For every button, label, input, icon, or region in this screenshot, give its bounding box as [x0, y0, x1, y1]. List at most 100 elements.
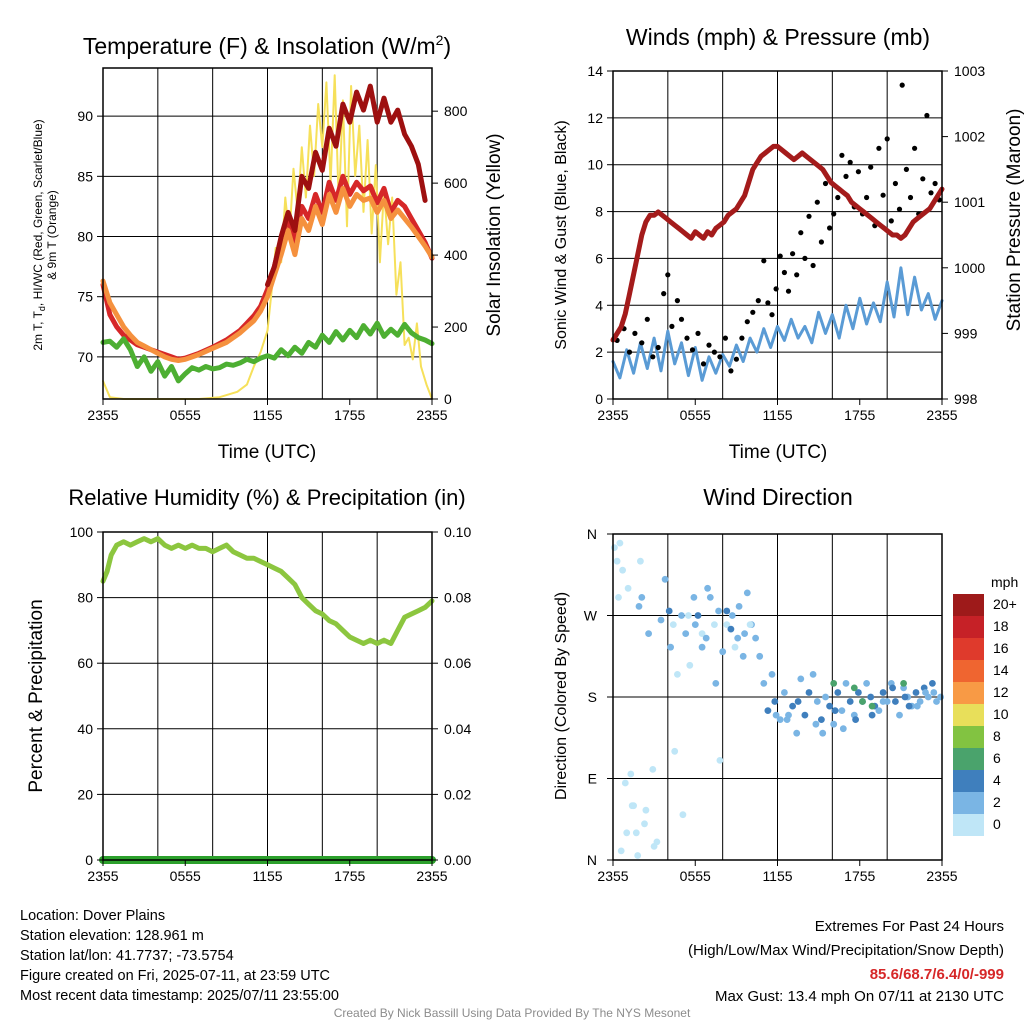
wind-y-tick-label: 4 — [595, 297, 603, 313]
direction-point — [735, 603, 743, 610]
temp-x-tick-label: 1755 — [334, 407, 365, 423]
gust-point — [868, 164, 874, 170]
rh-x-tick-label: 2355 — [87, 868, 118, 884]
legend-swatch — [953, 660, 984, 682]
direction-point — [822, 693, 829, 701]
gust-point — [847, 159, 853, 165]
direction-point — [624, 584, 632, 592]
temp-y2-tick-label: 200 — [444, 319, 468, 335]
gust-point — [717, 354, 723, 360]
direction-point — [752, 634, 759, 642]
direction-point — [850, 684, 858, 692]
legend-swatch — [953, 792, 984, 814]
wdir-chart-title: Wind Direction — [703, 484, 853, 510]
gust-point — [822, 180, 829, 187]
legend-swatch — [953, 616, 984, 638]
wind-x-tick-label: 2355 — [926, 407, 957, 423]
gust-point — [674, 298, 681, 304]
rh-chart-title: Relative Humidity (%) & Precipitation (i… — [68, 485, 465, 510]
temp-y-axis-label: 2m T, Td, HI/WC (Red, Green, Scarlet/Blu… — [31, 119, 47, 350]
direction-point — [723, 607, 731, 615]
direction-point — [638, 594, 646, 601]
direction-point — [613, 557, 621, 565]
extremes-heading: Extremes For Past 24 Hours — [814, 918, 1004, 935]
gust-point — [802, 255, 808, 261]
wind-y-tick-label: 6 — [595, 250, 603, 266]
rh-y2-tick-label: 0.08 — [444, 590, 471, 606]
temp-y-label-rest: , HI/WC (Red, Green, Scarlet/Blue) — [31, 119, 45, 306]
direction-point — [819, 729, 827, 737]
direction-point — [690, 594, 698, 601]
direction-point — [674, 671, 681, 678]
direction-point — [746, 621, 754, 628]
legend-label: 20+ — [993, 596, 1017, 612]
legend-label: 18 — [993, 618, 1009, 634]
credit-line: Created By Nick Bassill Using Data Provi… — [333, 1006, 691, 1020]
temp-x-axis-label: Time (UTC) — [218, 442, 317, 463]
direction-point — [760, 680, 768, 687]
legend-title: mph — [991, 574, 1018, 590]
gust-point — [711, 349, 718, 355]
legend-label: 0 — [993, 816, 1001, 832]
wind-y-tick-label: 12 — [587, 110, 603, 126]
direction-point — [830, 720, 838, 728]
direction-point — [728, 612, 736, 619]
direction-point — [635, 603, 643, 610]
direction-point — [846, 698, 854, 705]
gust-point — [739, 335, 745, 341]
legend-swatch — [953, 770, 984, 792]
direction-point — [671, 747, 679, 755]
direction-point — [702, 634, 710, 642]
direction-point — [685, 612, 692, 619]
direction-point — [789, 702, 796, 710]
direction-point — [801, 711, 809, 719]
direction-point — [727, 625, 735, 633]
wdir-x-tick-label: 2355 — [597, 868, 628, 884]
direction-point — [691, 621, 699, 628]
gust-point — [639, 340, 645, 346]
gust-point — [790, 251, 796, 257]
direction-point — [645, 630, 652, 637]
direction-point — [809, 671, 817, 678]
direction-point — [879, 689, 887, 696]
gust-point — [626, 349, 633, 355]
direction-point — [879, 698, 887, 705]
direction-point — [686, 661, 694, 669]
temp-y2-tick-label: 600 — [444, 175, 468, 191]
rh-y2-tick-label: 0.02 — [444, 786, 471, 802]
gust-point — [689, 347, 696, 353]
temp-chart-title: Temperature (F) & Insolation (W/m2) — [83, 32, 451, 59]
wind-y-tick-label: 14 — [587, 63, 603, 79]
wind-y2-tick-label: 1001 — [954, 194, 985, 210]
gust-point — [706, 342, 712, 348]
gust-point — [722, 335, 729, 341]
direction-point — [611, 544, 618, 551]
direction-point — [679, 811, 687, 819]
temp-x-tick-label: 2355 — [87, 407, 118, 423]
temp-title-superscript: 2 — [436, 32, 444, 48]
temp-y-tick-label: 80 — [77, 229, 93, 245]
gust-point — [678, 316, 685, 322]
gust-point — [896, 206, 903, 212]
direction-point — [937, 693, 944, 701]
direction-point — [889, 684, 896, 692]
extremes-values: 85.6/68.7/6.4/0/-999 — [869, 966, 1004, 983]
direction-point — [734, 634, 742, 642]
gust-point — [781, 269, 788, 276]
direction-point — [657, 616, 665, 624]
gust-point — [806, 213, 812, 219]
gust-point — [695, 330, 701, 336]
direction-point — [616, 539, 624, 547]
direction-point — [628, 802, 636, 810]
direction-point — [905, 702, 913, 710]
direction-point — [641, 820, 648, 828]
gust-point — [632, 330, 638, 336]
rh-y-tick-label: 0 — [85, 852, 93, 868]
direction-point — [716, 757, 724, 764]
legend-label: 12 — [993, 684, 1009, 700]
gust-point — [864, 194, 870, 201]
direction-point — [776, 716, 784, 723]
legend-swatch — [953, 704, 984, 726]
direction-point — [764, 707, 772, 714]
gust-point — [835, 194, 841, 201]
